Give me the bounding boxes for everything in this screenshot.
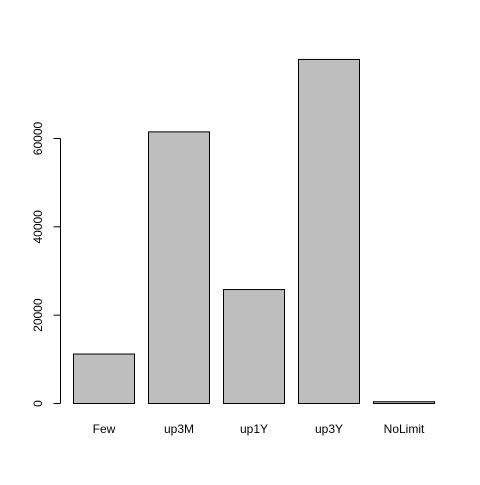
- bar-nolimit: [373, 401, 435, 405]
- x-tick-label-up3m: up3M: [164, 422, 194, 436]
- y-tick-label-0: 0: [31, 400, 45, 407]
- y-tick-label-20000: 20000: [31, 298, 45, 332]
- bars-layer: [73, 58, 435, 405]
- y-tick-label-40000: 40000: [31, 210, 45, 244]
- bar-up1y: [223, 289, 285, 404]
- y-tick-label-60000: 60000: [31, 121, 45, 155]
- x-tick-label-up1y: up1Y: [240, 422, 268, 436]
- x-tick-label-few: Few: [93, 422, 116, 436]
- x-axis-labels: Few up3M up1Y up3Y NoLimit: [93, 422, 425, 436]
- bar-up3m: [148, 131, 210, 404]
- bar-up3y: [298, 58, 360, 404]
- y-axis: 0 20000 40000 60000: [31, 121, 61, 407]
- x-tick-label-nolimit: NoLimit: [384, 422, 425, 436]
- x-tick-label-up3y: up3Y: [315, 422, 343, 436]
- bar-few: [73, 353, 135, 404]
